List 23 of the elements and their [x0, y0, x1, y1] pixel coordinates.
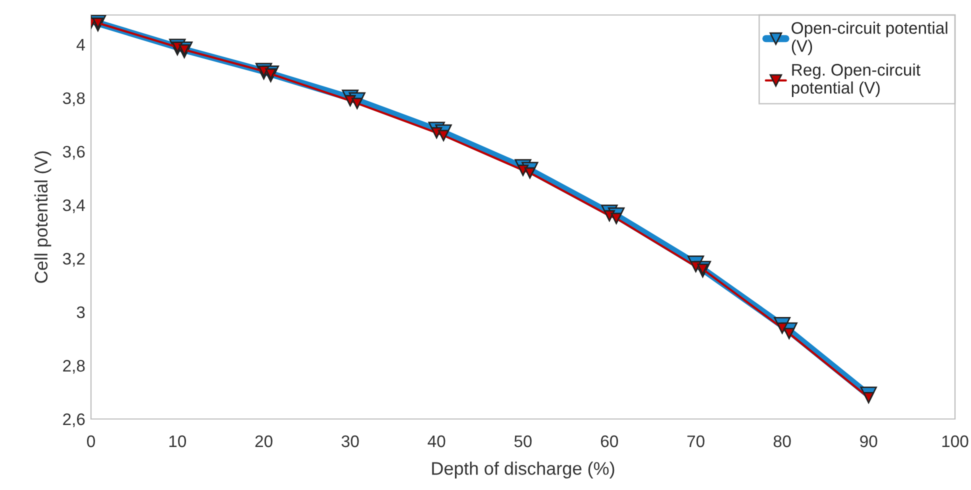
y-tick-label: 3,4: [62, 199, 85, 214]
x-axis-title: Depth of discharge (%): [432, 462, 614, 478]
x-tick-label: 50: [514, 435, 532, 448]
x-tick-label: 20: [255, 435, 272, 448]
x-tick-label: 40: [428, 435, 446, 448]
y-tick-label: 4: [76, 39, 85, 50]
y-tick-label: 3,2: [62, 252, 85, 267]
legend-label: Reg. Open-circuit potential (V): [792, 63, 920, 97]
x-tick-label: 100: [942, 435, 968, 448]
x-tick-label: 0: [87, 435, 95, 448]
x-tick-label: 90: [860, 435, 878, 448]
x-tick-label: 80: [774, 435, 791, 448]
y-tick-label: 3,8: [62, 92, 85, 106]
y-tick-label: 2,6: [63, 413, 85, 428]
x-tick-label: 60: [600, 435, 618, 448]
x-tick-label: 30: [342, 435, 359, 448]
y-tick-label: 3,6: [62, 146, 85, 160]
legend-label: Open-circuit potential (V): [792, 22, 948, 56]
y-tick-label: 2,8: [63, 360, 85, 374]
y-tick-label: 3: [76, 306, 85, 318]
x-tick-label: 70: [687, 435, 704, 448]
y-axis-title: Cell potential (V): [34, 151, 52, 283]
x-tick-label: 10: [169, 435, 186, 448]
